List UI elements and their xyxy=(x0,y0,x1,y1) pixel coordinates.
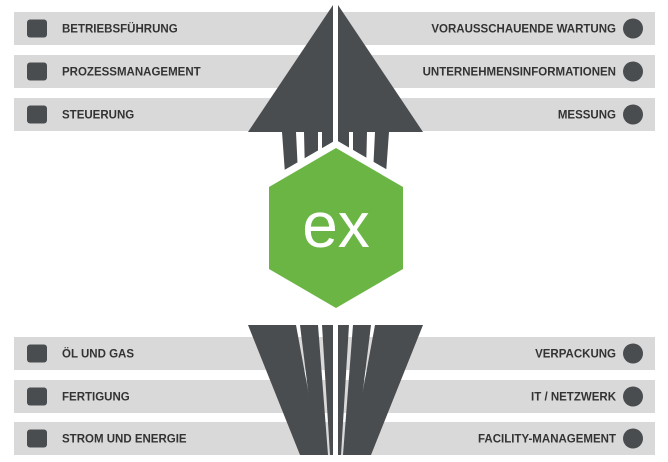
icon xyxy=(623,18,643,39)
bar xyxy=(339,422,655,455)
arrow-stripe xyxy=(300,325,328,455)
item-label: FERTIGUNG xyxy=(62,392,130,404)
icon xyxy=(623,386,643,407)
icon xyxy=(623,104,643,125)
bar xyxy=(339,12,655,45)
arrow-stripe xyxy=(338,325,349,455)
item-label: IT / NETZWERK xyxy=(531,392,617,404)
icon xyxy=(27,105,47,124)
item-label: ÖL UND GAS xyxy=(62,348,134,361)
bar xyxy=(339,55,655,88)
icon xyxy=(27,344,47,363)
icon xyxy=(27,19,47,38)
icon xyxy=(623,428,643,449)
center-label: ex xyxy=(302,189,370,261)
arrow-stripe xyxy=(351,325,423,455)
item-label: PROZESSMANAGEMENT xyxy=(62,67,201,79)
icon xyxy=(623,343,643,364)
item-label: STROM UND ENERGIE xyxy=(62,434,187,446)
center-hexagon: ex xyxy=(262,140,410,316)
item-label: VORAUSSCHAUENDE WARTUNG xyxy=(431,24,616,36)
item-label: FACILITY-MANAGEMENT xyxy=(478,434,616,446)
item-label: BETRIEBSFÜHRUNG xyxy=(62,23,178,36)
arrow-stripe xyxy=(248,325,320,455)
icon xyxy=(27,387,47,406)
item-label: STEUERUNG xyxy=(62,110,134,122)
bar xyxy=(14,422,332,455)
item-label: UNTERNEHMENSINFORMATIONEN xyxy=(423,67,616,79)
bar xyxy=(14,12,332,45)
bar xyxy=(14,55,332,88)
item-label: MESSUNG xyxy=(558,110,616,122)
icon xyxy=(27,429,47,448)
arrow-head xyxy=(248,5,333,132)
arrow-stripe xyxy=(343,325,371,455)
item-label: VERPACKUNG xyxy=(535,349,616,361)
icon xyxy=(27,62,47,81)
arrow-stripe xyxy=(322,325,333,455)
icon xyxy=(623,61,643,82)
hexagon xyxy=(269,148,403,308)
arrow-head xyxy=(338,5,423,132)
